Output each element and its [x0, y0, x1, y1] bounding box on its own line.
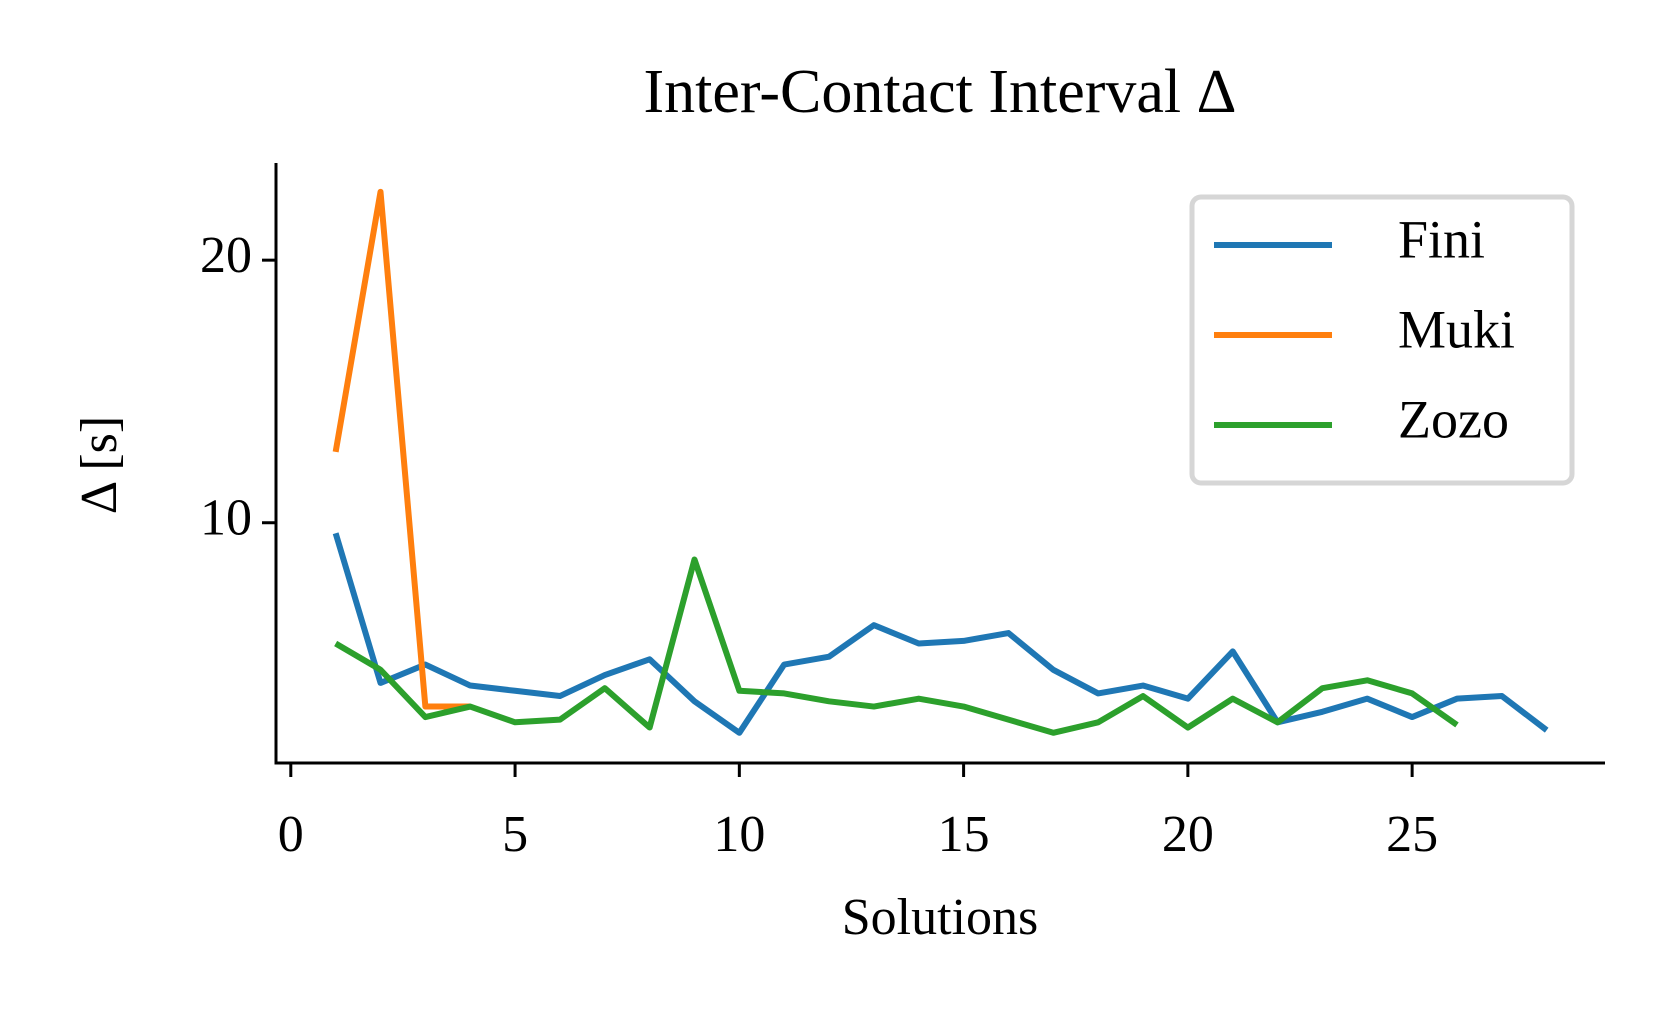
- legend-label: Zozo: [1398, 389, 1509, 449]
- x-tick-label: 25: [1386, 806, 1438, 863]
- y-tick-label: 20: [200, 227, 252, 284]
- chart-title: Inter-Contact Interval Δ: [644, 58, 1237, 126]
- legend-box: [1189, 194, 1575, 486]
- x-tick-label: 20: [1162, 806, 1214, 863]
- data-line: [332, 188, 471, 710]
- x-tick-label: 10: [713, 806, 765, 863]
- y-tick-label: 10: [200, 490, 252, 547]
- legend-label: Muki: [1398, 299, 1515, 359]
- x-tick-label: 5: [502, 806, 528, 863]
- x-tick-label: 15: [938, 806, 990, 863]
- data-line: [332, 532, 1549, 736]
- x-tick-label: 0: [278, 806, 304, 863]
- y-axis-label: Δ [s]: [71, 416, 128, 514]
- data-line: [334, 556, 1459, 736]
- x-axis-label: Solutions: [842, 889, 1039, 946]
- legend-label: Fini: [1398, 209, 1485, 269]
